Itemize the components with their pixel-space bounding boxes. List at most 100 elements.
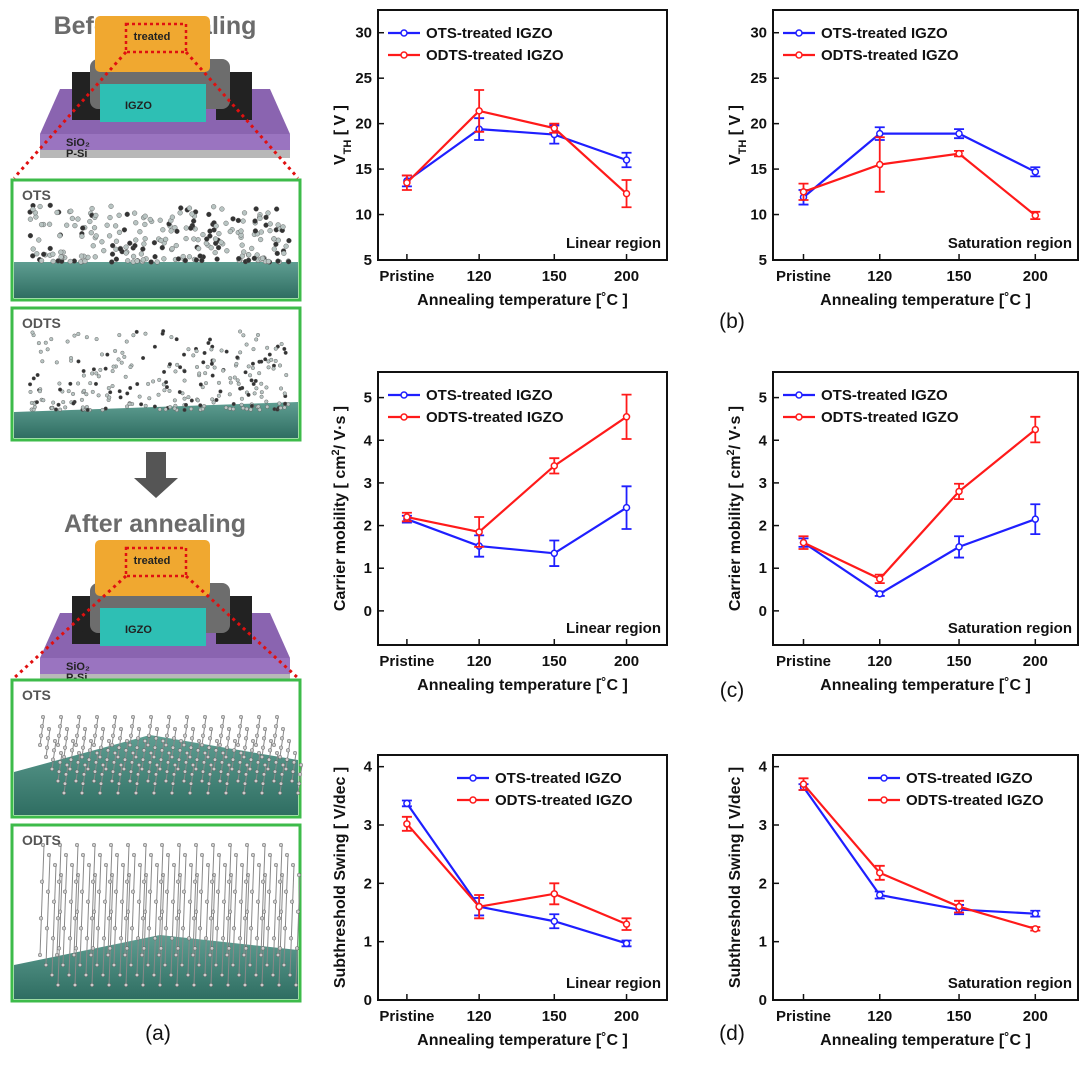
molecules: [27, 202, 304, 988]
atom: [106, 983, 111, 988]
atom: [178, 365, 183, 370]
atom: [187, 899, 192, 904]
atom: [208, 727, 213, 732]
atom: [241, 406, 246, 411]
atom: [183, 402, 188, 407]
atom: [213, 963, 218, 968]
y-tick-label: 2: [364, 518, 372, 535]
atom: [47, 727, 52, 732]
atom: [275, 237, 281, 243]
atom: [284, 373, 289, 378]
atom: [122, 953, 127, 958]
x-tick-label: 200: [614, 1008, 639, 1025]
chain: [189, 728, 195, 758]
atom: [49, 406, 54, 411]
atom: [279, 745, 284, 750]
atom: [243, 736, 248, 741]
y-tick-label: 2: [759, 875, 767, 892]
atom: [89, 916, 94, 921]
atom: [210, 373, 215, 378]
chain: [231, 740, 237, 770]
atom: [175, 362, 180, 367]
atom: [124, 879, 129, 884]
y-tick-label: 3: [364, 817, 372, 834]
atom: [171, 772, 176, 777]
legend-marker: [469, 796, 477, 804]
atom: [142, 843, 147, 848]
series-line: [406, 823, 627, 926]
atom: [91, 367, 96, 372]
atom: [189, 398, 194, 403]
atom: [103, 863, 108, 868]
atom: [261, 781, 266, 786]
chain: [135, 764, 141, 794]
data-point: [403, 799, 411, 808]
atom: [278, 405, 283, 410]
legend-label: ODTS-treated IGZO: [821, 47, 959, 64]
atom: [199, 779, 204, 784]
atom: [134, 329, 139, 334]
y-tick-label: 4: [364, 432, 373, 449]
atom: [224, 745, 229, 750]
atom: [199, 743, 204, 748]
atom: [241, 791, 246, 796]
chain: [147, 716, 153, 746]
chain: [267, 740, 273, 770]
atom: [209, 361, 214, 366]
chain: [243, 728, 249, 758]
atom: [66, 389, 71, 394]
atom: [146, 926, 151, 931]
atom: [260, 983, 265, 988]
chain: [153, 864, 159, 976]
atom: [175, 256, 182, 262]
series-line: [803, 428, 1036, 581]
atom: [297, 781, 302, 786]
atom: [212, 249, 218, 256]
atom: [216, 393, 221, 398]
atom: [288, 973, 293, 978]
atom: [76, 381, 81, 386]
data-point: [876, 891, 884, 899]
atom: [211, 358, 216, 363]
atom: [120, 350, 125, 355]
atom: [258, 229, 264, 235]
arrow: [134, 452, 178, 498]
chain: [213, 740, 219, 770]
atom: [130, 715, 135, 720]
atom: [228, 380, 233, 385]
chain: [124, 844, 130, 956]
atom: [219, 206, 225, 212]
atom: [278, 791, 283, 796]
atom: [118, 727, 123, 732]
atom: [134, 745, 139, 750]
atom: [165, 853, 170, 858]
atom: [293, 751, 298, 756]
atom: [238, 715, 243, 720]
atom: [55, 953, 60, 958]
atom: [152, 781, 157, 786]
atom: [41, 715, 46, 720]
atom: [233, 853, 238, 858]
atom: [273, 346, 278, 351]
atom: [243, 772, 248, 777]
chain: [207, 728, 213, 758]
atom: [191, 353, 196, 358]
data-point: [475, 902, 483, 911]
atom: [94, 371, 99, 376]
chart: 0 1 2 3 4 Pristine 120 150 200 Annealing temperat…: [332, 754, 668, 1049]
atom: [147, 396, 152, 401]
atom: [180, 926, 185, 931]
atom: [166, 751, 171, 756]
atom: [100, 407, 105, 412]
chain: [39, 716, 45, 746]
atom: [260, 916, 265, 921]
atom: [96, 374, 101, 379]
atom: [145, 779, 150, 784]
atom: [220, 936, 225, 941]
y-tick-label: 20: [355, 116, 372, 133]
atom: [135, 936, 140, 941]
atom: [208, 245, 214, 251]
atom: [113, 348, 118, 353]
annotation: Saturation region: [948, 620, 1072, 637]
atom: [137, 863, 142, 868]
